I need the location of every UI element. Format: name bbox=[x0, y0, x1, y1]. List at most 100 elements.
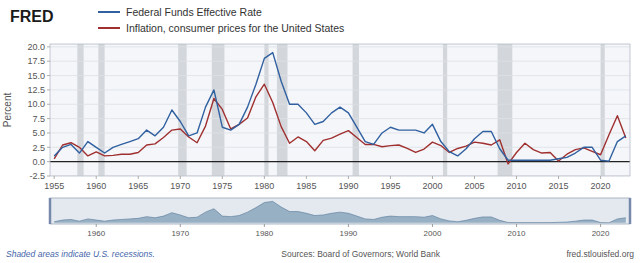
y-tick bbox=[47, 46, 50, 47]
minimap-handle bbox=[49, 198, 52, 224]
x-tick bbox=[54, 176, 55, 179]
minimap-handle bbox=[629, 198, 632, 224]
title: FRED bbox=[10, 8, 54, 25]
y-axis-label: Percent bbox=[2, 93, 13, 128]
minimap-tick bbox=[264, 224, 265, 227]
minimap-frame bbox=[50, 198, 630, 224]
y-tick bbox=[47, 147, 50, 148]
y-tick-label: 5.0 bbox=[32, 128, 45, 138]
x-tick-label: 1990 bbox=[338, 181, 358, 191]
minimap-fill bbox=[54, 201, 626, 222]
x-tick-label: 2010 bbox=[507, 181, 527, 191]
minimap-tick bbox=[96, 224, 97, 227]
minimap-tick bbox=[516, 224, 517, 227]
series-line bbox=[54, 53, 626, 161]
plot-area bbox=[50, 44, 630, 176]
minimap-tick-label: 2010 bbox=[508, 229, 526, 238]
x-tick bbox=[180, 176, 181, 179]
minimap-tick-label: 2020 bbox=[592, 229, 610, 238]
x-tick bbox=[558, 176, 559, 179]
annotation: fred.stlouisfed.org bbox=[566, 249, 634, 259]
plot-frame bbox=[50, 44, 630, 176]
y-tick bbox=[47, 118, 50, 119]
x-tick-label: 1975 bbox=[212, 181, 232, 191]
x-tick bbox=[138, 176, 139, 179]
x-tick-label: 1955 bbox=[44, 181, 64, 191]
x-tick bbox=[264, 176, 265, 179]
y-tick-label: 20.0 bbox=[27, 42, 45, 52]
minimap-tick-label: 1970 bbox=[171, 229, 189, 238]
minimap-tick bbox=[432, 224, 433, 227]
minimap-data bbox=[54, 201, 626, 222]
x-tick bbox=[516, 176, 517, 179]
y-tick bbox=[47, 89, 50, 90]
x-tick bbox=[222, 176, 223, 179]
minimap-tick bbox=[348, 224, 349, 227]
y-tick-label: 0.0 bbox=[32, 157, 45, 167]
y-tick-label: 2.5 bbox=[32, 143, 45, 153]
legend-swatch bbox=[98, 11, 120, 13]
minimap-tick bbox=[180, 224, 181, 227]
annotation: Sources: Board of Governors; World Bank bbox=[281, 249, 440, 259]
legend: Federal Funds Effective Rate Inflation, c… bbox=[98, 6, 344, 34]
y-tick-label: 12.5 bbox=[27, 85, 45, 95]
x-tick bbox=[348, 176, 349, 179]
minimap-tick-label: 1980 bbox=[255, 229, 273, 238]
grid-line bbox=[50, 132, 630, 133]
grid-line bbox=[50, 46, 630, 47]
recession bbox=[178, 44, 186, 176]
x-tick-label: 1970 bbox=[170, 181, 190, 191]
minimap-tick-label: 1990 bbox=[340, 229, 358, 238]
legend-label: Inflation, consumer prices for the Unite… bbox=[126, 22, 344, 34]
x-tick-label: 2005 bbox=[464, 181, 484, 191]
y-tick bbox=[47, 75, 50, 76]
y-tick-label: 15.0 bbox=[27, 71, 45, 81]
legend-swatch bbox=[98, 27, 120, 29]
y-tick-label: 17.5 bbox=[27, 56, 45, 66]
plot-data bbox=[50, 44, 630, 176]
x-tick-label: 1995 bbox=[380, 181, 400, 191]
annotation: Shaded areas indicate U.S. recessions. bbox=[6, 249, 155, 259]
background bbox=[0, 0, 640, 263]
y-tick-label: -2.5 bbox=[29, 171, 45, 181]
recession bbox=[601, 44, 605, 176]
grid-line bbox=[50, 61, 630, 62]
minimap-area bbox=[50, 198, 630, 224]
minimap-tick-label: 2000 bbox=[424, 229, 442, 238]
grid-line bbox=[50, 118, 630, 119]
x-tick-label: 1960 bbox=[86, 181, 106, 191]
x-tick-label: 1985 bbox=[296, 181, 316, 191]
x-tick-label: 2020 bbox=[591, 181, 611, 191]
chart: FRED Federal Funds Effective Rate Inflatio… bbox=[0, 0, 640, 263]
x-tick-label: 1965 bbox=[128, 181, 148, 191]
x-tick bbox=[600, 176, 601, 179]
y-tick bbox=[47, 104, 50, 105]
recession bbox=[264, 44, 268, 176]
x-tick bbox=[306, 176, 307, 179]
x-tick bbox=[96, 176, 97, 179]
grid-line bbox=[50, 104, 630, 105]
x-tick bbox=[474, 176, 475, 179]
grid-line bbox=[50, 75, 630, 76]
x-tick bbox=[390, 176, 391, 179]
minimap-tick bbox=[600, 224, 601, 227]
x-tick-label: 2000 bbox=[422, 181, 442, 191]
grid-line bbox=[50, 161, 630, 162]
y-tick bbox=[47, 132, 50, 133]
y-tick-label: 10.0 bbox=[27, 99, 45, 109]
y-tick bbox=[47, 176, 50, 177]
minimap-line bbox=[54, 201, 626, 222]
recession bbox=[77, 44, 83, 176]
recession bbox=[277, 44, 288, 176]
grid-line bbox=[50, 89, 630, 90]
minimap-tick-label: 1960 bbox=[87, 229, 105, 238]
grid-line bbox=[50, 147, 630, 148]
y-tick bbox=[47, 161, 50, 162]
series-line bbox=[54, 84, 626, 164]
y-tick-label: 7.5 bbox=[32, 114, 45, 124]
x-tick-label: 1980 bbox=[254, 181, 274, 191]
x-tick bbox=[432, 176, 433, 179]
legend-label: Federal Funds Effective Rate bbox=[126, 6, 262, 18]
x-tick-label: 2015 bbox=[549, 181, 569, 191]
recession bbox=[443, 44, 447, 176]
